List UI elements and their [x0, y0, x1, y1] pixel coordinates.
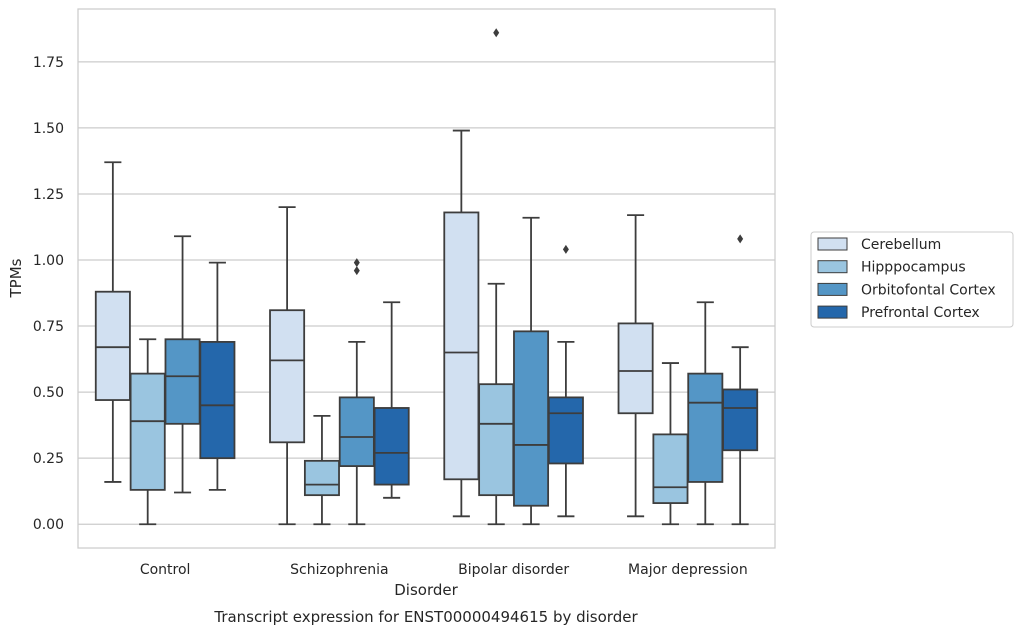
- x-axis-label: Disorder: [394, 581, 458, 599]
- box-2-3: [687, 301, 724, 526]
- legend-label: Hipppocampus: [861, 260, 966, 276]
- y-tick-label: 0.75: [33, 319, 64, 335]
- box-iqr: [443, 211, 480, 481]
- box-iqr: [94, 290, 131, 401]
- box-1-2: [478, 28, 515, 526]
- legend-swatch: [817, 260, 848, 274]
- box-iqr: [164, 338, 201, 425]
- box-2-1: [338, 258, 375, 526]
- box-iqr: [513, 330, 550, 507]
- y-tick-label: 0.00: [33, 517, 64, 533]
- legend-items: Cerebellum Hipppocampus Orbitofontal Corte…: [817, 237, 996, 321]
- outlier-point: [493, 28, 500, 38]
- box-iqr: [338, 396, 375, 467]
- outlier-point: [353, 258, 360, 268]
- box-iqr: [478, 383, 515, 497]
- box-iqr: [269, 309, 306, 444]
- box-iqr: [199, 341, 236, 460]
- legend-frame: [810, 231, 1014, 328]
- legend-label: Orbitofontal Cortex: [861, 282, 996, 298]
- y-tick-label: 1.75: [33, 55, 64, 71]
- box-2-0: [164, 235, 201, 494]
- y-tick-labels: 0.00 0.25 0.50 0.75 1.00 1.25 1.50 1.75: [33, 55, 64, 533]
- outlier-point: [737, 234, 744, 244]
- box-iqr: [652, 433, 689, 504]
- y-tick-label: 1.50: [33, 121, 64, 137]
- box-3-3: [722, 234, 759, 526]
- y-tick-label: 1.00: [33, 253, 64, 269]
- box-iqr: [547, 396, 584, 465]
- box-iqr: [373, 407, 410, 486]
- box-iqr: [303, 459, 340, 497]
- box-1-1: [303, 414, 340, 526]
- box-3-0: [199, 261, 236, 491]
- legend-swatch: [817, 305, 848, 319]
- box-iqr: [129, 372, 166, 491]
- legend-label: Prefrontal Cortex: [861, 305, 980, 321]
- y-tick-label: 0.50: [33, 385, 64, 401]
- plot-frame: [77, 8, 776, 549]
- box-3-1: [373, 301, 410, 499]
- y-tick-label: 0.25: [33, 451, 64, 467]
- box-iqr: [687, 372, 724, 483]
- chart-title: Transcript expression for ENST0000049461…: [213, 608, 638, 626]
- box-1-3: [652, 362, 689, 526]
- x-tick-label: Bipolar disorder: [458, 562, 569, 578]
- x-tick-label: Control: [140, 562, 191, 578]
- box-iqr: [617, 322, 654, 415]
- legend-swatch: [817, 282, 848, 296]
- box-3-2: [547, 244, 584, 518]
- y-axis-label: TPMs: [7, 258, 25, 298]
- legend: Cerebellum Hipppocampus Orbitofontal Corte…: [810, 231, 1014, 328]
- box-layer: [94, 28, 759, 526]
- box-0-2: [443, 129, 480, 518]
- outlier-point: [353, 266, 360, 276]
- box-0-0: [94, 161, 131, 483]
- box-iqr: [722, 388, 759, 452]
- x-tick-label: Major depression: [628, 562, 748, 578]
- x-tick-labels: Control Schizophrenia Bipolar disorder Majo…: [140, 562, 748, 578]
- box-1-0: [129, 338, 166, 526]
- box-2-2: [513, 216, 550, 526]
- outlier-point: [562, 244, 569, 254]
- legend-swatch: [817, 237, 848, 251]
- box-0-3: [617, 214, 654, 518]
- legend-label: Cerebellum: [861, 237, 941, 253]
- x-tick-label: Schizophrenia: [290, 562, 388, 578]
- y-tick-label: 1.25: [33, 187, 64, 203]
- box-0-1: [269, 206, 306, 526]
